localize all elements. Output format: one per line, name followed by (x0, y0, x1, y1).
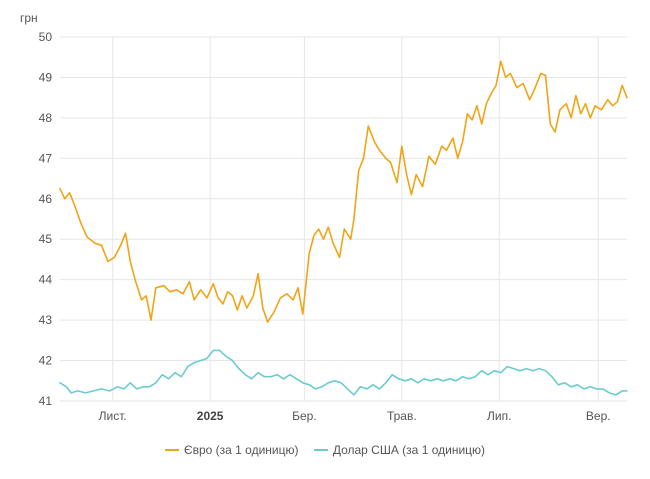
x-tick-label: Лип. (487, 409, 511, 423)
y-tick-label: 47 (39, 151, 53, 165)
y-tick-label: 46 (39, 192, 53, 206)
legend-item-euro[interactable]: Євро (за 1 одиницю) (164, 443, 299, 457)
euro-series-line[interactable] (59, 60, 628, 323)
y-tick-label: 44 (39, 273, 53, 287)
legend-item-usd[interactable]: Долар США (за 1 одиницю) (313, 443, 486, 457)
y-tick-label: 45 (39, 232, 53, 246)
x-axis-ticks: Лист. 2025 Бер. Трав. Лип. Вер. (99, 409, 611, 423)
usd-series-line[interactable] (59, 349, 628, 396)
legend-label-euro: Євро (за 1 одиницю) (183, 443, 299, 457)
legend-swatch-euro (164, 449, 179, 451)
x-tick-label: Бер. (292, 409, 317, 423)
x-tick-label: Лист. (99, 409, 127, 423)
y-axis-unit-label: грн (20, 11, 38, 25)
y-tick-label: 42 (39, 354, 53, 368)
x-tick-label: Трав. (387, 409, 417, 423)
y-tick-label: 41 (39, 394, 53, 408)
legend: Євро (за 1 одиницю) Долар США (за 1 один… (0, 440, 650, 457)
y-tick-label: 49 (39, 70, 53, 84)
legend-swatch-usd (313, 449, 328, 451)
legend-label-usd: Долар США (за 1 одиницю) (332, 443, 486, 457)
series-lines (59, 60, 628, 396)
y-axis-ticks: 50 49 48 47 46 45 44 43 42 41 (39, 30, 53, 408)
y-tick-label: 43 (39, 313, 53, 327)
y-tick-label: 48 (39, 111, 53, 125)
y-tick-label: 50 (39, 30, 53, 44)
x-tick-label: 2025 (197, 409, 224, 423)
grid-lines (60, 36, 627, 402)
x-tick-label: Вер. (586, 409, 611, 423)
